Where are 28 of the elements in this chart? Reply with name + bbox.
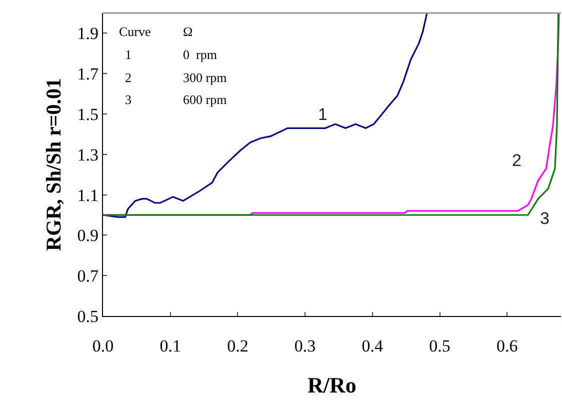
y-tick-label: 1.9 [77, 24, 98, 44]
annotation: 1 [125, 47, 132, 62]
y-tick-label: 1.1 [77, 186, 98, 205]
y-tick-label: 1.7 [77, 64, 99, 84]
annotation: 0 rpm [183, 47, 217, 62]
y-tick-label: 0.9 [77, 226, 98, 246]
x-tick-label: 0.6 [496, 336, 518, 356]
y-tick-label: 1.5 [77, 104, 98, 124]
annotation: Ω [183, 24, 193, 39]
annotation: Curve [119, 24, 151, 39]
y-tick-label: 0.7 [77, 266, 99, 286]
y-tick-label: 1.3 [77, 145, 98, 164]
annotation: 600 rpm [183, 92, 227, 107]
x-tick-label: 0.0 [92, 336, 114, 356]
x-tick-label: 0.5 [429, 336, 450, 356]
x-tick-label: 0.1 [160, 336, 181, 356]
annotation: 2 [125, 70, 132, 85]
y-tick-label: 0.5 [77, 306, 98, 326]
x-axis-title: R/Ro [308, 372, 356, 398]
annotation: 3 [125, 92, 132, 107]
y-axis-title: RGR, Sh/Sh r=0.01 [41, 78, 66, 252]
annotation: 300 rpm [183, 70, 227, 85]
annotation: 3 [540, 209, 550, 228]
x-tick-label: 0.3 [294, 336, 316, 356]
annotation: 2 [512, 151, 522, 170]
x-tick-label: 0.2 [227, 336, 248, 356]
x-tick-label: 0.4 [362, 336, 384, 356]
annotation: 1 [318, 105, 328, 124]
